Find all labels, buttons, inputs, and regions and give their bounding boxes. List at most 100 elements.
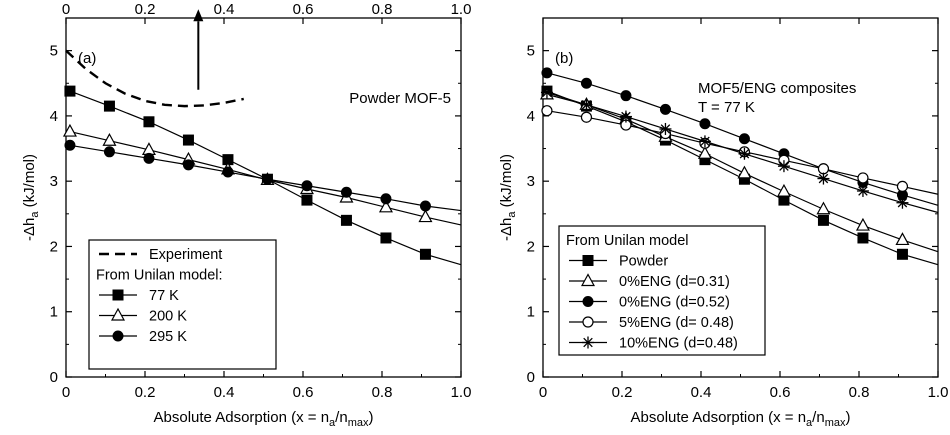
square-marker [582,255,594,266]
top-axis-label-sub: ex [305,0,317,1]
x-axis-label: Absolute Adsorption (x = na/nmax) [631,409,851,429]
y-tick-label: 3 [527,173,535,190]
star-marker [896,196,909,209]
x-axis-label-part: Absolute Adsorption (x = n [631,409,807,426]
star-stroke [897,197,908,208]
legend-entry-label: 295 K [149,329,187,345]
circle-marker [541,67,553,79]
top-axis-tick-label: 1.0 [451,1,472,18]
top-axis-tick-label: 0.6 [293,1,314,18]
y-tick-label: 5 [50,43,58,60]
triangle-marker [816,201,831,215]
circle-marker [620,90,632,102]
star-marker [698,135,711,148]
x-tick-label: 0.6 [770,384,791,401]
triangle-marker [62,123,77,137]
x-tick-label: 0.8 [372,384,393,401]
square-marker [64,85,76,97]
arrow-head [193,9,204,22]
circle-marker [222,166,234,178]
square-marker [380,232,392,244]
x-tick-label: 0 [539,384,547,401]
circle-marker [580,77,592,89]
x-axis-label-part: ) [368,409,373,426]
legend-entry-label: 77 K [149,288,179,304]
y-axis-label-sub: a [506,211,518,218]
circle-marker [340,186,352,198]
y-axis-label-part: -Δh [21,218,38,241]
triangle-marker [580,273,596,287]
y-axis-label: -Δha (kJ/mol) [21,154,41,241]
y-axis-label-part: -Δh [498,218,515,241]
circle-marker [261,173,273,185]
x-tick-label: 0.2 [612,384,633,401]
star-stroke [779,161,789,171]
y-tick-label: 3 [50,173,58,190]
circle-marker [419,200,431,212]
x-axis-label-part: ) [845,409,850,426]
legend-box [558,225,766,356]
y-axis-label-part: (kJ/mol) [21,154,38,212]
triangle-marker [418,209,433,223]
legend-header: From Unilan model: [96,268,223,284]
open-circle-marker [857,172,869,184]
triangle-marker [895,232,910,246]
legend-entry-label: 5%ENG (d= 0.48) [619,315,734,331]
y-tick-label: 5 [527,43,535,60]
square-marker [182,134,194,146]
top-axis-tick-label: 0.8 [372,1,393,18]
x-axis-label-part: /n [335,409,348,426]
x-axis-label: Absolute Adsorption (x = na/nmax) [154,409,374,429]
y-axis-label-sub: a [29,211,41,218]
star-stroke [581,100,592,110]
star-marker [580,98,593,111]
series-2 [64,139,462,212]
y-axis-label-part: (kJ/mol) [498,154,515,212]
open-circle-marker [541,105,553,117]
x-tick-label: 1.0 [451,384,472,401]
legend: From Unilan model Powder 0%ENG (d=0.31) 0%E… [558,225,766,356]
x-tick-label: 0 [62,384,70,401]
square-marker [103,100,115,112]
x-tick-label: 0.4 [214,384,235,401]
legend-entry-label: 0%ENG (d=0.31) [619,274,730,290]
panel-annotation: Powder MOF-5 [349,90,451,107]
square-marker [340,214,352,226]
x-axis-label-sub: max [348,417,369,429]
legend-entry-label: Powder [619,254,668,270]
x-tick-label: 0.2 [135,384,156,401]
triangle-marker [737,165,752,179]
x-axis-label-sub: max [825,417,846,429]
circle-marker [301,180,313,192]
triangle-marker [697,146,712,159]
square-marker [419,248,431,260]
circle-marker [112,330,124,342]
y-axis-label: -Δha (kJ/mol) [498,154,518,241]
top-axis-tick-label: 0.2 [135,1,156,18]
y-tick-label: 0 [527,369,535,386]
top-axis-tick-label: 0.4 [214,1,235,18]
legend: Experiment From Unilan model: 77 K 200 K 295… [88,239,277,370]
x-axis-label-part: /n [812,409,825,426]
square-marker [143,116,155,128]
circle-marker [582,296,594,307]
series-4 [540,86,939,214]
open-circle-marker [580,111,593,123]
open-circle-marker [817,163,830,175]
top-axis-tick-label: 0 [62,1,70,18]
y-tick-label: 4 [50,108,58,125]
circle-marker [103,146,115,158]
top-axis-label-sub: max,77 [329,0,365,1]
legend-box [88,239,277,370]
top-axis-label: Excess Adsorption (nex/nmax,77) [164,0,370,1]
star-stroke [818,173,829,184]
legend-header: From Unilan model [566,233,689,249]
circle-marker [699,118,711,130]
star-marker [738,147,751,160]
square-marker [112,289,124,301]
x-tick-label: 0.4 [691,384,712,401]
x-tick-label: 1.0 [928,384,949,401]
star-stroke [858,186,868,196]
legend-entry-label: 0%ENG (d=0.52) [619,295,730,311]
